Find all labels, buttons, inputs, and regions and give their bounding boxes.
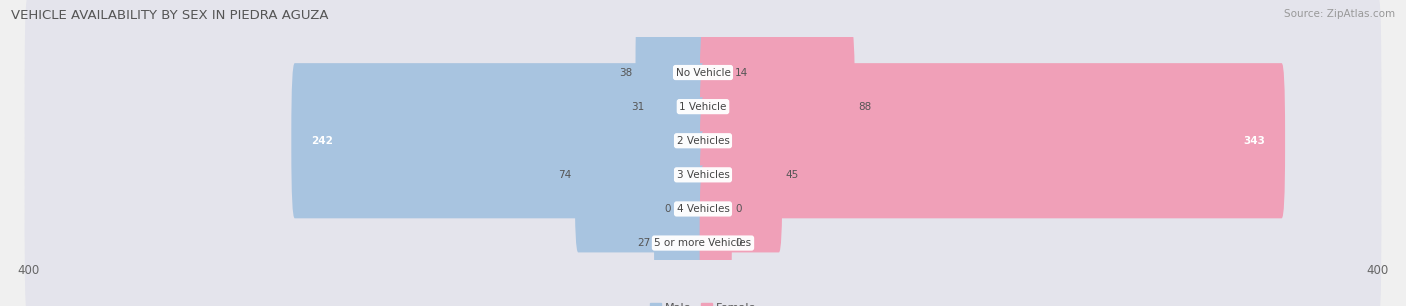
Text: 74: 74: [558, 170, 571, 180]
Text: 4 Vehicles: 4 Vehicles: [676, 204, 730, 214]
Text: 0: 0: [735, 238, 741, 248]
FancyBboxPatch shape: [25, 97, 1381, 252]
FancyBboxPatch shape: [700, 97, 782, 252]
FancyBboxPatch shape: [25, 29, 1381, 184]
FancyBboxPatch shape: [25, 0, 1381, 150]
Text: 343: 343: [1243, 136, 1265, 146]
FancyBboxPatch shape: [647, 29, 706, 184]
FancyBboxPatch shape: [291, 63, 706, 218]
Text: 88: 88: [858, 102, 872, 112]
Text: 38: 38: [619, 68, 633, 77]
Text: No Vehicle: No Vehicle: [675, 68, 731, 77]
FancyBboxPatch shape: [700, 166, 731, 306]
Legend: Male, Female: Male, Female: [645, 298, 761, 306]
FancyBboxPatch shape: [654, 166, 706, 306]
Text: VEHICLE AVAILABILITY BY SEX IN PIEDRA AGUZA: VEHICLE AVAILABILITY BY SEX IN PIEDRA AG…: [11, 9, 329, 22]
Text: 242: 242: [312, 136, 333, 146]
FancyBboxPatch shape: [25, 63, 1381, 218]
FancyBboxPatch shape: [675, 131, 706, 286]
Text: 3 Vehicles: 3 Vehicles: [676, 170, 730, 180]
Text: 27: 27: [637, 238, 651, 248]
FancyBboxPatch shape: [575, 97, 706, 252]
FancyBboxPatch shape: [700, 29, 855, 184]
FancyBboxPatch shape: [700, 63, 1285, 218]
Text: 5 or more Vehicles: 5 or more Vehicles: [654, 238, 752, 248]
Text: 0: 0: [665, 204, 671, 214]
Text: 45: 45: [786, 170, 799, 180]
Text: 31: 31: [631, 102, 644, 112]
FancyBboxPatch shape: [25, 166, 1381, 306]
Text: 2 Vehicles: 2 Vehicles: [676, 136, 730, 146]
Text: 1 Vehicle: 1 Vehicle: [679, 102, 727, 112]
FancyBboxPatch shape: [700, 0, 731, 150]
Text: Source: ZipAtlas.com: Source: ZipAtlas.com: [1284, 9, 1395, 19]
FancyBboxPatch shape: [636, 0, 706, 150]
Text: 14: 14: [735, 68, 748, 77]
FancyBboxPatch shape: [25, 131, 1381, 286]
FancyBboxPatch shape: [700, 131, 731, 286]
Text: 0: 0: [735, 204, 741, 214]
